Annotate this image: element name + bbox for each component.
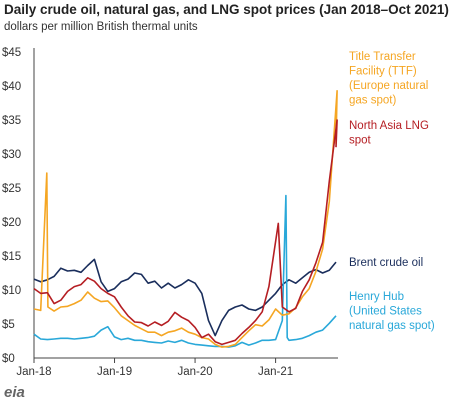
legend-label-line: gas spot) <box>349 95 396 107</box>
legend-label: Brent crude oil <box>349 257 423 269</box>
legend-label-line: Henry Hub <box>349 291 404 303</box>
y-tick-label: $5 <box>2 319 15 331</box>
series-line-title-transfer-facility-ttf <box>33 90 338 348</box>
legend-label-line: North Asia LNG <box>349 120 429 132</box>
legend: Brent crude oil Henry Hub (United States na… <box>349 51 435 332</box>
y-tick-label: $25 <box>2 183 21 195</box>
y-axis: $0 $5 $10 $15 $20 $25 $30 $35 $40 $45 <box>2 47 35 365</box>
legend-label: Henry Hub (United States natural gas spot) <box>349 291 435 332</box>
chart-title: Daily crude oil, natural gas, and LNG sp… <box>4 2 449 17</box>
legend-label-line: (United States <box>349 306 422 318</box>
legend-label-line: Title Transfer <box>349 51 416 63</box>
legend-label-line: (Europe natural <box>349 80 428 92</box>
series-line-north-asia-lng-spot <box>33 119 338 346</box>
x-tick-label: Jan-18 <box>16 366 51 378</box>
series-line-brent-crude-oil <box>33 258 337 337</box>
y-tick-label: $35 <box>2 115 21 127</box>
x-tick-label: Jan-21 <box>258 366 293 378</box>
y-tick-label: $0 <box>2 353 15 365</box>
x-tick-label: Jan-20 <box>177 366 212 378</box>
legend-label-line: Facility (TTF) <box>349 66 417 78</box>
legend-label-line: Brent crude oil <box>349 257 423 269</box>
y-tick-label: $15 <box>2 251 21 263</box>
series-line-henry-hub <box>33 194 337 348</box>
y-tick-label: $45 <box>2 47 21 59</box>
legend-label-line: natural gas spot) <box>349 320 435 332</box>
y-tick-label: $20 <box>2 217 21 229</box>
legend-label: North Asia LNG spot <box>349 120 429 147</box>
y-tick-label: $30 <box>2 149 21 161</box>
series-lines <box>33 90 338 348</box>
y-tick-label: $40 <box>2 81 21 93</box>
chart-subtitle: dollars per million British thermal unit… <box>4 21 198 33</box>
legend-label-line: spot <box>349 135 372 147</box>
y-tick-label: $10 <box>2 285 21 297</box>
x-tick-label: Jan-19 <box>97 366 132 378</box>
legend-label: Title Transfer Facility (TTF) (Europe natu… <box>349 51 428 107</box>
x-axis: Jan-18 Jan-19 Jan-20 Jan-21 <box>16 357 338 378</box>
eia-logo: eia <box>4 384 25 401</box>
